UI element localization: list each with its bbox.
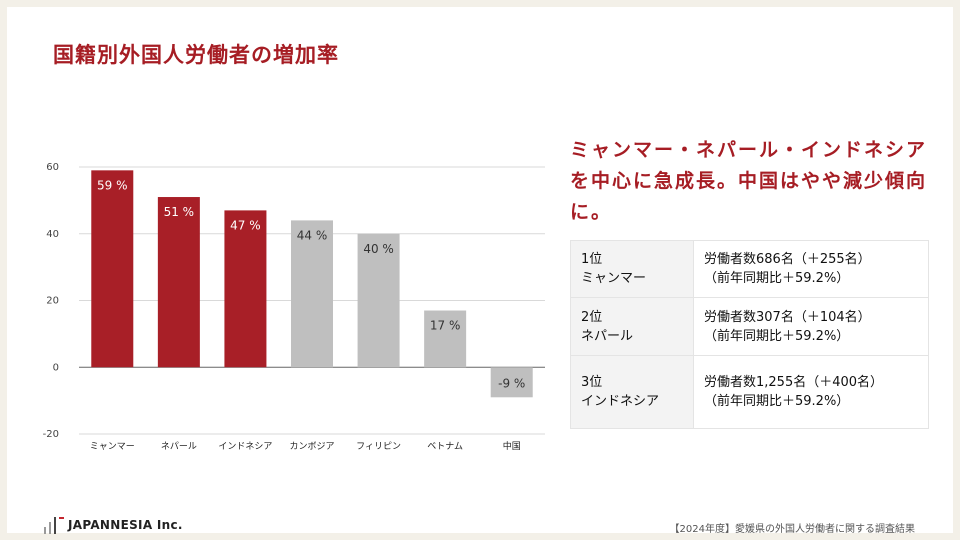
y-tick-label: 20 (46, 296, 59, 307)
bar (224, 210, 267, 368)
rank-cell: 2位 ネパール (570, 297, 694, 356)
bar (157, 197, 200, 368)
bar (424, 310, 467, 368)
x-tick-label: 中国 (503, 440, 521, 452)
stat-cell: 労働者数1,255名（＋400名） （前年同期比＋59.2%） (693, 355, 929, 429)
y-tick-label: 40 (46, 229, 59, 240)
rank-country: ミャンマー (581, 271, 647, 286)
rank-number: 3位 (581, 375, 603, 390)
slide: 国籍別外国人労働者の増加率 60 40 20 0 -20 59 % ミャンマー 51 % ネパー… (7, 7, 953, 535)
stat-main: 労働者数1,255名（＋400名） (704, 375, 884, 390)
stat-sub: （前年同期比＋59.2%） (704, 394, 850, 409)
rank-cell: 3位 インドネシア (570, 355, 694, 429)
x-tick-label: カンボジア (289, 441, 334, 452)
data-label: 51 % (164, 205, 195, 219)
rank-cell: 1位 ミャンマー (570, 240, 694, 298)
data-label: 47 % (230, 218, 261, 232)
x-tick-label: ミャンマー (90, 442, 135, 452)
logo-text: JAPANNESIA Inc. (68, 518, 183, 532)
ranking-row: 2位 ネパール 労働者数307名（＋104名） （前年同期比＋59.2%） (570, 297, 929, 356)
stat-sub: （前年同期比＋59.2%） (704, 271, 850, 286)
rank-country: インドネシア (581, 394, 660, 409)
x-tick-label: ベトナム (427, 441, 463, 452)
stat-cell: 労働者数686名（＋255名） （前年同期比＋59.2%） (693, 240, 929, 298)
y-tick-label: 0 (53, 362, 59, 373)
footer-note: 【2024年度】愛媛県の外国人労働者に関する調査結果 (669, 524, 915, 535)
x-tick-label: インドネシア (218, 441, 272, 452)
headline: ミャンマー・ネパール・インドネシアを中心に急成長。中国はやや減少傾向に。 (570, 139, 928, 223)
logo-mark-icon (44, 517, 64, 534)
data-label: 44 % (297, 228, 328, 242)
stat-sub: （前年同期比＋59.2%） (704, 328, 850, 344)
bar (91, 170, 134, 368)
company-logo: JAPANNESIA Inc. (43, 516, 183, 534)
rank-number: 1位 (581, 252, 603, 267)
bar-chart: 60 40 20 0 -20 59 % ミャンマー 51 % ネパール 47 % インドネシア 44 … (43, 162, 545, 452)
data-label: 17 % (430, 319, 461, 333)
y-tick-label: -20 (43, 429, 59, 440)
ranking-table: 1位 ミャンマー 労働者数686名（＋255名） （前年同期比＋59.2%） 2… (570, 240, 929, 429)
ranking-row: 3位 インドネシア 労働者数1,255名（＋400名） （前年同期比＋59.2%… (570, 355, 929, 429)
page-title: 国籍別外国人労働者の増加率 (53, 43, 339, 67)
x-tick-label: ネパール (161, 441, 197, 452)
rank-country: ネパール (581, 328, 634, 344)
bar (357, 233, 400, 368)
y-tick-label: 60 (46, 162, 59, 173)
stat-main: 労働者数307名（＋104名） (704, 309, 871, 325)
bar (291, 220, 333, 368)
rank-number: 2位 (581, 309, 603, 325)
x-tick-label: フィリピン (356, 441, 401, 452)
stat-cell: 労働者数307名（＋104名） （前年同期比＋59.2%） (693, 297, 929, 356)
data-label: 59 % (97, 178, 128, 192)
bar (490, 367, 533, 398)
ranking-row: 1位 ミャンマー 労働者数686名（＋255名） （前年同期比＋59.2%） (570, 240, 929, 298)
stat-main: 労働者数686名（＋255名） (704, 252, 871, 267)
data-label: 40 % (363, 242, 394, 256)
data-label: -9 % (498, 376, 525, 390)
